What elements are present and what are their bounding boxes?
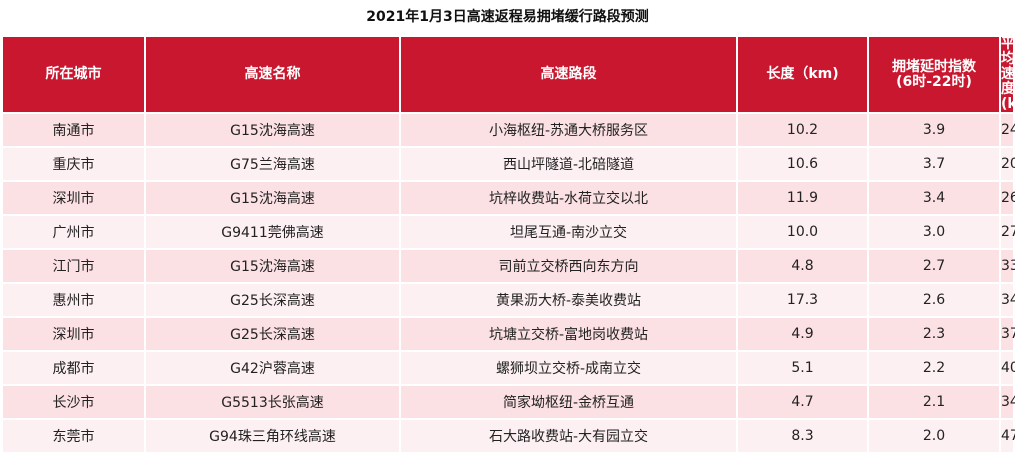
cell-highway: G94珠三角环线高速	[145, 418, 401, 452]
header-length: 长度（km)	[737, 37, 869, 113]
header-city: 所在城市	[3, 37, 146, 113]
cell-highway: G15沈海高速	[145, 112, 401, 147]
cell-congestion-index: 3.7	[868, 146, 1001, 181]
cell-highway: G25长深高速	[145, 316, 401, 351]
cell-congestion-index: 2.6	[868, 282, 1001, 317]
cell-segment: 石大路收费站-大有园立交	[400, 418, 738, 452]
cell-length: 10.2	[737, 112, 869, 147]
document-title: 2021年1月3日高速返程易拥堵缓行路段预测	[366, 9, 649, 25]
cell-average-speed: 47	[1000, 418, 1015, 452]
cell-congestion-index: 2.0	[868, 418, 1001, 452]
table-row: 成都市 G42沪蓉高速 螺狮坝立交桥-成南立交 5.1 2.2 40	[3, 350, 1015, 385]
cell-average-speed: 34	[1000, 282, 1015, 317]
cell-highway: G42沪蓉高速	[145, 350, 401, 385]
cell-city: 成都市	[3, 350, 146, 385]
header-average-speed: 平均速度 (km/h)	[1000, 36, 1015, 113]
header-segment: 高速路段	[400, 37, 738, 113]
cell-city: 深圳市	[3, 316, 146, 351]
cell-length: 10.0	[737, 214, 869, 249]
cell-city: 重庆市	[3, 146, 146, 181]
cell-city: 东莞市	[3, 418, 146, 452]
cell-city: 惠州市	[3, 282, 146, 317]
table-row: 深圳市 G15沈海高速 坑梓收费站-水荷立交以北 11.9 3.4 26	[3, 180, 1015, 215]
table-row: 重庆市 G75兰海高速 西山坪隧道-北碚隧道 10.6 3.7 20	[3, 146, 1015, 181]
cell-average-speed: 40	[1000, 350, 1015, 385]
cell-highway: G9411莞佛高速	[145, 214, 401, 249]
cell-average-speed: 33	[1000, 248, 1015, 283]
table-row: 深圳市 G25长深高速 坑塘立交桥-富地岗收费站 4.9 2.3 37	[3, 316, 1015, 351]
cell-segment: 黄果沥大桥-泰美收费站	[400, 282, 738, 317]
cell-segment: 简家坳枢纽-金桥互通	[400, 384, 738, 419]
cell-length: 4.9	[737, 316, 869, 351]
header-highway: 高速名称	[145, 37, 401, 113]
header-congestion-index-line1: 拥堵延时指数	[892, 58, 976, 75]
cell-segment: 西山坪隧道-北碚隧道	[400, 146, 738, 181]
cell-highway: G15沈海高速	[145, 248, 401, 283]
cell-segment: 螺狮坝立交桥-成南立交	[400, 350, 738, 385]
table-row: 江门市 G15沈海高速 司前立交桥西向东方向 4.8 2.7 33	[3, 248, 1015, 283]
cell-congestion-index: 3.4	[868, 180, 1001, 215]
table-row: 惠州市 G25长深高速 黄果沥大桥-泰美收费站 17.3 2.6 34	[3, 282, 1015, 317]
cell-highway: G15沈海高速	[145, 180, 401, 215]
cell-segment: 司前立交桥西向东方向	[400, 248, 738, 283]
cell-congestion-index: 2.2	[868, 350, 1001, 385]
header-average-speed-line1: 平均速度	[1001, 36, 1015, 97]
cell-highway: G75兰海高速	[145, 146, 401, 181]
header-congestion-index: 拥堵延时指数 (6时-22时)	[868, 37, 1001, 113]
cell-city: 广州市	[3, 214, 146, 249]
cell-length: 11.9	[737, 180, 869, 215]
header-average-speed-line2: (km/h)	[1001, 96, 1015, 112]
cell-average-speed: 34	[1000, 384, 1015, 419]
cell-congestion-index: 2.7	[868, 248, 1001, 283]
cell-length: 4.7	[737, 384, 869, 419]
cell-congestion-index: 2.3	[868, 316, 1001, 351]
cell-segment: 坑塘立交桥-富地岗收费站	[400, 316, 738, 351]
table-row: 长沙市 G5513长张高速 简家坳枢纽-金桥互通 4.7 2.1 34	[3, 384, 1015, 419]
cell-average-speed: 20	[1000, 146, 1015, 181]
cell-length: 17.3	[737, 282, 869, 317]
congestion-table: 所在城市 高速名称 高速路段 长度（km) 拥堵延时指数 (6时-22时) 平均…	[3, 36, 1015, 452]
cell-length: 8.3	[737, 418, 869, 452]
cell-city: 南通市	[3, 112, 146, 147]
cell-segment: 坑梓收费站-水荷立交以北	[400, 180, 738, 215]
cell-city: 长沙市	[3, 384, 146, 419]
table-row: 广州市 G9411莞佛高速 坦尾互通-南沙立交 10.0 3.0 27	[3, 214, 1015, 249]
cell-congestion-index: 3.9	[868, 112, 1001, 147]
cell-congestion-index: 3.0	[868, 214, 1001, 249]
cell-segment: 坦尾互通-南沙立交	[400, 214, 738, 249]
cell-length: 5.1	[737, 350, 869, 385]
cell-city: 深圳市	[3, 180, 146, 215]
table-header-row: 所在城市 高速名称 高速路段 长度（km) 拥堵延时指数 (6时-22时) 平均…	[3, 36, 1015, 113]
header-congestion-index-line2: (6时-22时)	[896, 73, 972, 90]
table-row: 南通市 G15沈海高速 小海枢纽-苏通大桥服务区 10.2 3.9 24	[3, 112, 1015, 147]
cell-average-speed: 26	[1000, 180, 1015, 215]
cell-highway: G5513长张高速	[145, 384, 401, 419]
cell-highway: G25长深高速	[145, 282, 401, 317]
cell-length: 10.6	[737, 146, 869, 181]
table-row: 东莞市 G94珠三角环线高速 石大路收费站-大有园立交 8.3 2.0 47	[3, 418, 1015, 452]
cell-city: 江门市	[3, 248, 146, 283]
cell-length: 4.8	[737, 248, 869, 283]
cell-average-speed: 24	[1000, 112, 1015, 147]
cell-average-speed: 27	[1000, 214, 1015, 249]
cell-average-speed: 37	[1000, 316, 1015, 351]
cell-segment: 小海枢纽-苏通大桥服务区	[400, 112, 738, 147]
cell-congestion-index: 2.1	[868, 384, 1001, 419]
